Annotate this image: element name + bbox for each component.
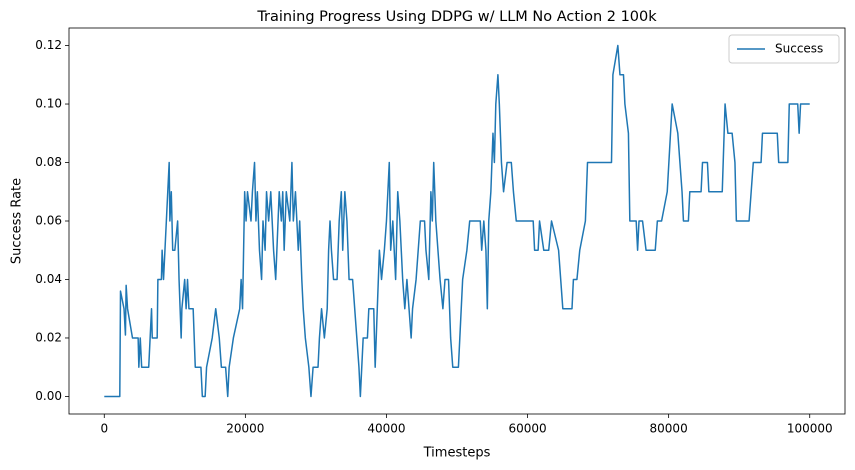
y-tick-label: 0.00 — [35, 389, 62, 403]
x-tick-label: 20000 — [226, 422, 264, 436]
legend-box — [728, 34, 840, 64]
x-tick-label: 40000 — [367, 422, 405, 436]
y-tick-label: 0.04 — [35, 272, 62, 286]
x-tick-label: 60000 — [508, 422, 546, 436]
x-tick-label: 0 — [100, 422, 108, 436]
y-tick-label: 0.12 — [35, 38, 62, 52]
y-tick-label: 0.08 — [35, 155, 62, 169]
y-tick-label: 0.06 — [35, 214, 62, 228]
y-tick-label: 0.02 — [35, 330, 62, 344]
legend-label: Success — [775, 42, 823, 56]
y-tick-label: 0.10 — [35, 97, 62, 111]
x-tick-label: 80000 — [650, 422, 688, 436]
x-tick-label: 100000 — [787, 422, 833, 436]
line-series — [104, 44, 810, 398]
y-axis-label: Success Rate — [10, 178, 25, 264]
plot-frame — [68, 27, 846, 415]
x-axis-label: Timesteps — [423, 446, 491, 461]
chart-title: Training Progress Using DDPG w/ LLM No A… — [256, 9, 657, 25]
